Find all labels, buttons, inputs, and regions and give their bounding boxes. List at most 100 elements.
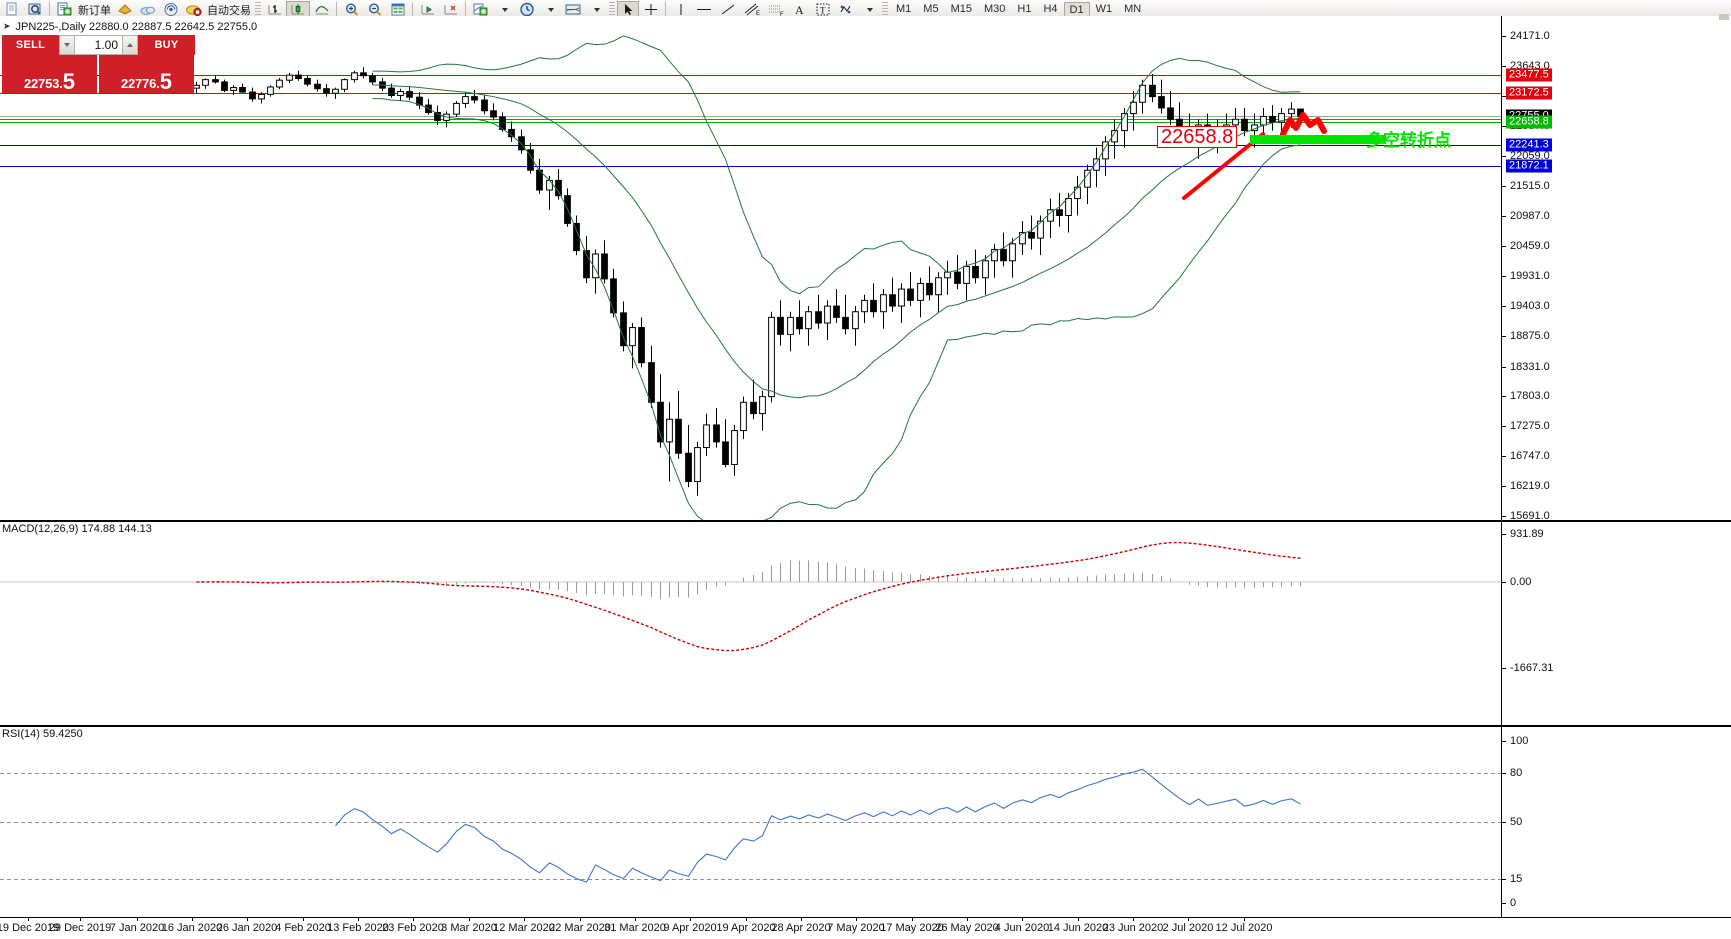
new-order-label[interactable]: 新订单 xyxy=(78,4,111,17)
time-tick xyxy=(80,918,81,921)
macd-tick-label: 0.00 xyxy=(1510,576,1532,589)
volume-stepper[interactable]: 1.00 xyxy=(59,35,138,55)
bar-chart-icon[interactable] xyxy=(263,1,286,19)
text-icon[interactable]: A xyxy=(788,1,811,19)
indicators-icon[interactable] xyxy=(469,1,492,19)
volume-input[interactable]: 1.00 xyxy=(75,36,122,54)
buy-price[interactable]: 22776 . 5 xyxy=(99,55,194,93)
macd-axis[interactable]: 931.89 0.00 -1667.31 xyxy=(1502,522,1731,725)
expert-advisor-icon[interactable] xyxy=(113,1,136,19)
rsi-tick xyxy=(1502,773,1506,775)
toolbar-grip-3[interactable] xyxy=(882,2,888,17)
document-icon[interactable] xyxy=(0,1,23,19)
chinese-annotation[interactable]: 多空转折点 xyxy=(1366,131,1451,151)
fibonacci-icon[interactable]: F xyxy=(764,1,788,19)
toolbar-separator-2 xyxy=(336,2,337,17)
price-tag-resistance[interactable]: 23172.5 xyxy=(1506,86,1552,100)
timeframe-h4[interactable]: H4 xyxy=(1043,3,1058,15)
time-tick-label: 16 Jan 2020 xyxy=(161,922,223,934)
timeframe-w1[interactable]: W1 xyxy=(1095,3,1113,15)
timeframe-mn[interactable]: MN xyxy=(1124,3,1142,15)
price-tick xyxy=(1502,216,1506,218)
sell-price[interactable]: 22753 . 5 xyxy=(2,55,97,93)
equidistant-channel-icon[interactable]: E xyxy=(740,1,764,19)
shapes-dropdown-caret[interactable] xyxy=(857,1,880,19)
templates-icon[interactable] xyxy=(561,1,584,19)
toolbar-grip[interactable] xyxy=(255,2,261,17)
crosshair-icon[interactable] xyxy=(639,1,662,19)
time-tick xyxy=(635,918,636,921)
timeframe-m15[interactable]: M15 xyxy=(950,3,972,15)
time-tick-label: 26 Jan 2020 xyxy=(216,922,278,934)
indicators-dropdown-caret[interactable] xyxy=(492,1,515,19)
volume-increase-button[interactable] xyxy=(122,36,137,54)
zoom-in-icon[interactable] xyxy=(340,1,363,19)
period-clock-icon[interactable] xyxy=(515,1,538,19)
macd-plot-area[interactable] xyxy=(0,522,1501,725)
timeframe-d1[interactable]: D1 xyxy=(1063,2,1090,17)
price-plot-area[interactable] xyxy=(0,16,1501,520)
support-zone-marker[interactable] xyxy=(1250,135,1386,144)
price-tick-label: 22059.0 xyxy=(1510,149,1550,162)
horizontal-scrollbar[interactable] xyxy=(1719,14,1729,20)
macd-tick-label: 931.89 xyxy=(1510,528,1544,540)
price-tag-level[interactable]: 21872.1 xyxy=(1506,159,1552,173)
rsi-tick xyxy=(1502,741,1506,742)
zoom-out-icon[interactable] xyxy=(363,1,386,19)
line-chart-icon[interactable] xyxy=(310,1,333,19)
time-tick xyxy=(303,918,304,921)
price-tick-label: 20987.0 xyxy=(1510,210,1550,223)
price-tag-support[interactable]: 22658.8 xyxy=(1506,115,1552,129)
price-tag-level[interactable]: 22241.3 xyxy=(1506,138,1552,152)
rsi-plot-area[interactable] xyxy=(0,727,1501,917)
chart-shift-icon[interactable] xyxy=(416,1,439,19)
candlestick-chart-icon[interactable] xyxy=(286,0,310,19)
magnifier-data-icon[interactable] xyxy=(23,1,46,19)
text-label-icon[interactable]: T xyxy=(811,1,834,19)
time-axis[interactable]: 19 Dec 2019 29 Dec 2019 7 Jan 2020 16 Jan 2… xyxy=(0,917,1731,939)
price-tag-resistance[interactable]: 23477.5 xyxy=(1506,68,1552,82)
timeframe-m1[interactable]: M1 xyxy=(896,3,912,15)
time-tick-label: 3 Mar 2020 xyxy=(441,922,497,934)
time-tick-label: 26 May 2020 xyxy=(935,922,999,934)
sell-button[interactable]: SELL xyxy=(2,35,59,55)
time-tick xyxy=(1078,918,1079,921)
data-window-icon[interactable] xyxy=(386,1,409,19)
macd-tick-label: -1667.31 xyxy=(1510,662,1554,674)
one-click-trading-panel: SELL 1.00 BUY 22753 . 5 22776 . 5 xyxy=(2,35,195,93)
vertical-line-icon[interactable] xyxy=(669,1,692,19)
price-callout-label[interactable]: 22658.8 xyxy=(1157,126,1238,148)
time-tick-label: 9 Apr 2020 xyxy=(663,922,717,934)
svg-text:T: T xyxy=(820,6,826,16)
time-tick-label: 12 Mar 2020 xyxy=(493,922,555,934)
shapes-icon[interactable] xyxy=(834,1,857,19)
price-tick xyxy=(1502,305,1506,307)
time-tick-label: 17 May 2020 xyxy=(880,922,944,934)
horizontal-line-icon[interactable] xyxy=(692,1,716,19)
buy-button[interactable]: BUY xyxy=(138,35,195,55)
macd-tick xyxy=(1502,668,1506,669)
price-axis[interactable]: 24171.023643.023115.022587.022059.021515… xyxy=(1502,16,1731,522)
timeframe-m30[interactable]: M30 xyxy=(983,3,1006,15)
auto-scroll-icon[interactable] xyxy=(439,1,462,19)
cloud-icon[interactable] xyxy=(136,1,159,19)
templates-dropdown-caret[interactable] xyxy=(584,1,607,19)
time-tick xyxy=(247,918,248,921)
toolbar-grip-2[interactable] xyxy=(609,2,615,17)
price-tick-label: 19403.0 xyxy=(1510,299,1550,312)
timeframe-m5[interactable]: M5 xyxy=(923,3,939,15)
rsi-axis[interactable]: 100 80 50 15 0 xyxy=(1502,727,1731,917)
autotrade-label[interactable]: 自动交易 xyxy=(207,4,251,17)
trendline-annotation[interactable] xyxy=(1182,112,1327,200)
timeframe-h1[interactable]: H1 xyxy=(1017,3,1032,15)
signals-icon[interactable] xyxy=(159,1,182,19)
price-tick xyxy=(1502,95,1506,97)
buy-price-integer: 22776 xyxy=(120,76,157,91)
price-tick-label: 19931.0 xyxy=(1510,270,1550,282)
macd-signal-line xyxy=(196,541,1301,652)
volume-decrease-button[interactable] xyxy=(60,36,75,54)
new-order-icon[interactable] xyxy=(53,1,76,19)
period-dropdown-caret[interactable] xyxy=(538,1,561,19)
trendline-icon[interactable] xyxy=(716,1,740,19)
autotrade-icon[interactable] xyxy=(182,1,205,19)
